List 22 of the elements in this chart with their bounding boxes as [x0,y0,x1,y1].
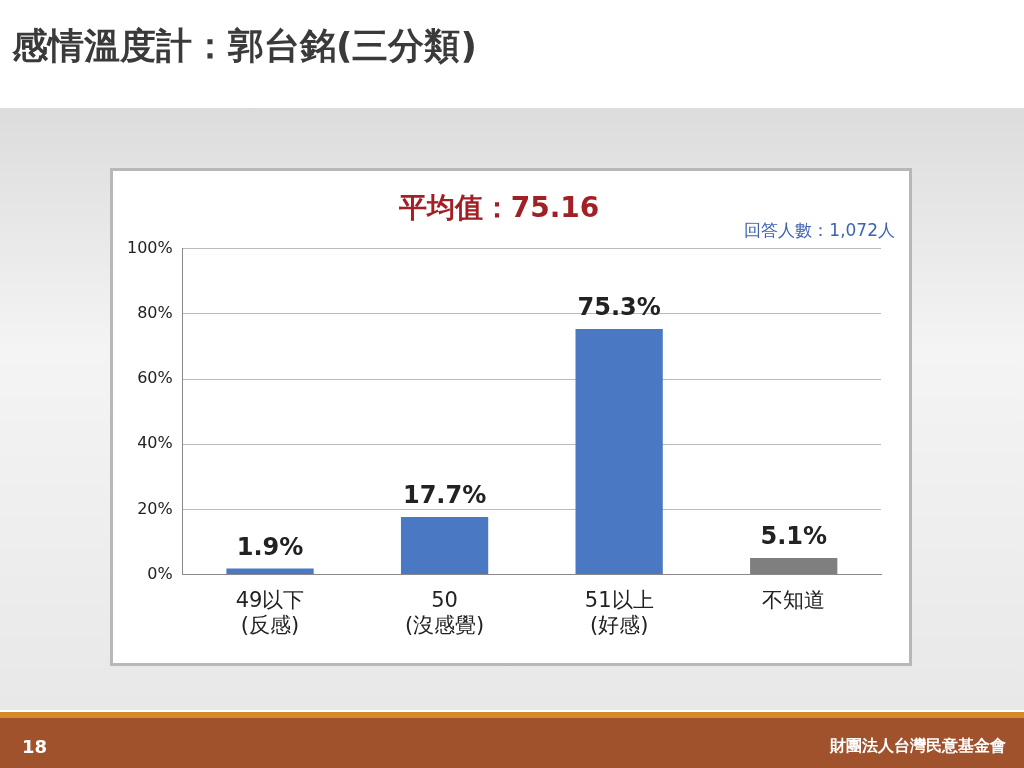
y-tick-label: 40% [137,433,173,453]
text: 18 [22,736,48,757]
y-tick-label: 100% [126,237,173,257]
chart-subtitle: 平均值：75.16 [397,191,600,225]
x-tick-label: 51以上 (好感) [584,587,654,637]
text: 財團法人台灣民意基金會 [830,736,1006,757]
data-label: 5.1% [760,522,827,551]
y-tick-label: 20% [137,498,173,518]
text: 回答人數：1,072人 [744,219,895,242]
data-label: 17.7% [402,481,487,510]
y-tick-label: 60% [137,368,173,388]
x-tick-label: 50 (沒感覺) [404,587,485,637]
bar [226,568,314,575]
x-tick-label: 49以下 (反感) [235,587,305,637]
chart-title: 感情溫度計：郭台銘(三分類) [12,24,477,68]
data-label: 1.9% [236,532,304,561]
bar [400,516,489,575]
x-tick-label: 不知道 [762,587,826,612]
data-label: 75.3% [577,293,661,322]
y-tick-label: 80% [137,302,173,322]
bar [575,329,663,575]
y-tick-label: 0% [147,563,173,583]
